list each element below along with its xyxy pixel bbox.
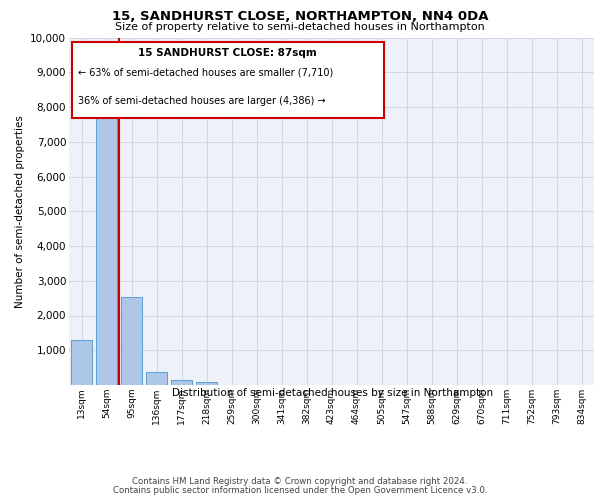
Text: Size of property relative to semi-detached houses in Northampton: Size of property relative to semi-detach… [115,22,485,32]
Bar [146,372,167,385]
Text: Contains HM Land Registry data © Crown copyright and database right 2024.: Contains HM Land Registry data © Crown c… [132,478,468,486]
Bar [171,380,192,385]
Bar [71,340,92,385]
Y-axis label: Number of semi-detached properties: Number of semi-detached properties [14,115,25,308]
Text: 15 SANDHURST CLOSE: 87sqm: 15 SANDHURST CLOSE: 87sqm [139,48,317,58]
Text: 15, SANDHURST CLOSE, NORTHAMPTON, NN4 0DA: 15, SANDHURST CLOSE, NORTHAMPTON, NN4 0D… [112,10,488,23]
Text: Contains public sector information licensed under the Open Government Licence v3: Contains public sector information licen… [113,486,487,495]
Text: Distribution of semi-detached houses by size in Northampton: Distribution of semi-detached houses by … [172,388,494,398]
Bar [196,382,217,385]
Text: ← 63% of semi-detached houses are smaller (7,710): ← 63% of semi-detached houses are smalle… [78,68,333,78]
Text: 36% of semi-detached houses are larger (4,386) →: 36% of semi-detached houses are larger (… [78,96,326,106]
Bar [96,106,117,385]
FancyBboxPatch shape [71,42,384,118]
Bar [121,298,142,385]
